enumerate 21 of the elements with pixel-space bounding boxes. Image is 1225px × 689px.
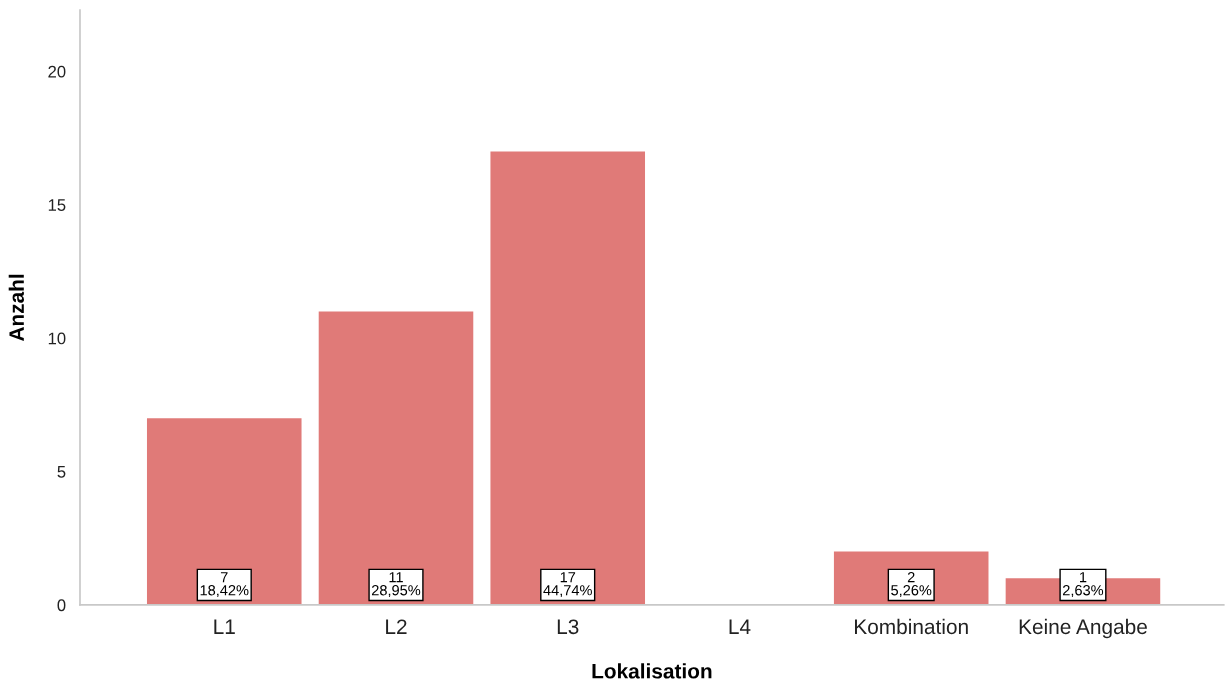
y-axis-title: Anzahl (8, 274, 24, 342)
y-tick-label: 10 (48, 332, 66, 345)
x-tick-label: L3 (557, 619, 579, 635)
y-tick-label: 20 (48, 65, 66, 78)
y-tick-label: 15 (48, 199, 66, 211)
y-tick-label: 0 (57, 599, 66, 612)
bar (318, 311, 474, 605)
x-tick-label: L1 (214, 619, 235, 634)
x-tick-label: Kombination (855, 618, 968, 635)
data-label: 11 28,95% (372, 572, 421, 598)
x-tick-label: Keine Angabe (1019, 618, 1147, 639)
y-tick-label: 5 (57, 466, 66, 478)
x-tick-label: L4 (729, 619, 751, 634)
data-label: 17 44,74% (543, 572, 592, 598)
bar (146, 418, 302, 605)
x-axis-title: Lokalisation (592, 663, 712, 679)
data-label: 2 5,26% (891, 572, 932, 598)
x-tick-label: L2 (386, 619, 407, 634)
bar (490, 151, 646, 605)
data-label: 7 18,42% (200, 572, 249, 598)
data-label: 1 2,63% (1063, 572, 1104, 598)
